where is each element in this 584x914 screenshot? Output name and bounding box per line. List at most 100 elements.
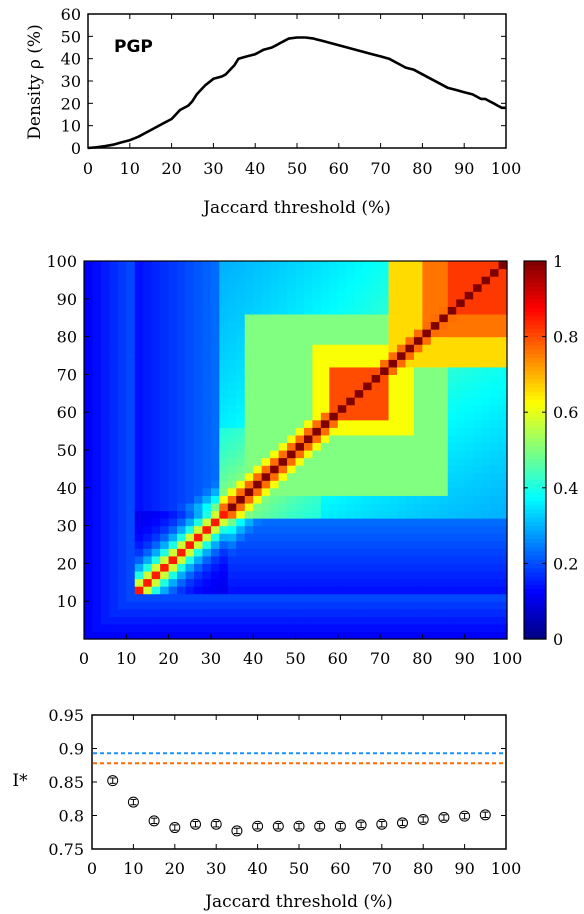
heatmap-cell xyxy=(168,593,178,602)
heatmap-cell xyxy=(312,472,322,481)
heatmap-cell xyxy=(422,518,432,527)
heatmap-cell xyxy=(270,397,280,406)
heatmap-cell xyxy=(481,336,491,345)
heatmap-cell xyxy=(287,525,297,534)
heatmap-cell xyxy=(430,495,440,504)
heatmap-cell xyxy=(371,329,381,338)
heatmap-cell xyxy=(439,321,449,330)
heatmap-cell xyxy=(464,457,474,466)
heatmap-cell xyxy=(329,487,339,496)
heatmap-cell xyxy=(117,578,127,587)
heatmap-cell xyxy=(346,457,356,466)
heatmap-cell xyxy=(270,404,280,413)
heatmap-cell xyxy=(185,533,195,542)
heatmap-cell xyxy=(337,593,347,602)
heatmap-cell xyxy=(413,344,423,353)
heatmap-cell xyxy=(168,381,178,391)
heatmap-cell xyxy=(253,578,263,587)
heatmap-cell xyxy=(126,555,136,564)
heatmap-cell xyxy=(270,366,280,375)
heatmap-cell xyxy=(346,412,356,421)
heatmap-cell xyxy=(481,381,491,391)
heatmap-cell xyxy=(84,419,94,428)
heatmap-cell xyxy=(270,434,280,444)
heatmap-cell xyxy=(134,548,144,557)
heatmap-cell xyxy=(371,442,381,451)
heatmap-cell xyxy=(151,344,161,353)
heatmap-cell xyxy=(160,366,170,375)
heatmap-cell xyxy=(447,397,457,406)
heatmap-cell xyxy=(295,533,305,542)
heatmap-cell xyxy=(92,366,102,375)
heatmap-cell xyxy=(320,389,330,398)
heatmap-cell xyxy=(413,593,423,602)
heatmap-cell xyxy=(481,540,491,549)
density-x-tick-label: 10 xyxy=(120,159,140,178)
heatmap-cell xyxy=(143,313,153,323)
heatmap-cell xyxy=(498,450,508,459)
heatmap-cell xyxy=(244,457,254,466)
heatmap-cell xyxy=(303,336,314,345)
heatmap-cell xyxy=(312,329,322,338)
colorbar-segment xyxy=(524,626,546,632)
heatmap-cell xyxy=(413,351,423,360)
heatmap-cell xyxy=(151,623,161,633)
heatmap-cell xyxy=(388,306,398,315)
heatmap-cell xyxy=(473,540,483,549)
heatmap-cell xyxy=(405,608,415,617)
heatmap-cell xyxy=(177,427,187,436)
heatmap-cell xyxy=(456,533,466,542)
heatmap-cell xyxy=(490,344,500,353)
heatmap-cell xyxy=(126,563,136,572)
heatmap-cell xyxy=(151,389,161,398)
heatmap-cell xyxy=(371,434,381,444)
heatmap-cell xyxy=(219,268,229,277)
heatmap-cell xyxy=(100,374,110,383)
heatmap-cell xyxy=(464,631,474,640)
heatmap-cell xyxy=(397,359,407,368)
heatmap-cell xyxy=(447,366,457,375)
heatmap-cell xyxy=(295,502,305,512)
heatmap-cell xyxy=(287,593,297,602)
heatmap-cell xyxy=(84,495,94,504)
heatmap-cell xyxy=(202,487,212,496)
heatmap-cell xyxy=(371,381,381,391)
colorbar-segment xyxy=(524,277,546,283)
heatmap-cell xyxy=(253,510,263,519)
heatmap-cell xyxy=(219,412,229,421)
heatmap-cell xyxy=(456,608,466,617)
heatmap-cell xyxy=(312,502,322,512)
heatmap-cell xyxy=(371,570,381,580)
heatmap-cell xyxy=(270,533,280,542)
heatmap-cell xyxy=(168,291,178,300)
heatmap-cell xyxy=(227,533,237,542)
heatmap-cell xyxy=(473,336,483,345)
heatmap-cell xyxy=(177,533,187,542)
heatmap-cell xyxy=(498,419,508,428)
heatmap-cell xyxy=(100,359,110,368)
heatmap-cell xyxy=(490,374,500,383)
heatmap-cell xyxy=(329,419,339,428)
heatmap-cell xyxy=(464,276,474,285)
heatmap-cell xyxy=(134,487,144,496)
heatmap-cell xyxy=(219,434,229,444)
heatmap-cell xyxy=(388,291,398,300)
heatmap-cell xyxy=(312,510,322,519)
istar-points xyxy=(107,775,491,837)
heatmap-cell xyxy=(117,434,127,444)
heatmap-cell xyxy=(380,389,390,398)
heatmap-cell xyxy=(278,359,288,368)
heatmap-cell xyxy=(464,601,474,610)
heatmap-cell xyxy=(134,261,144,270)
heatmap-cell xyxy=(337,518,347,527)
heatmap-cell xyxy=(100,419,110,428)
heatmap-cell xyxy=(261,427,271,436)
heatmap-cell xyxy=(346,321,356,330)
heatmap-cell xyxy=(126,412,136,421)
istar-x-tick-label: 20 xyxy=(165,859,185,878)
heatmap-cell xyxy=(439,608,449,617)
density-y-tick-label: 50 xyxy=(61,27,81,46)
heatmap-cell xyxy=(422,381,432,391)
heatmap-cell xyxy=(320,359,330,368)
heatmap-cell xyxy=(430,623,440,633)
